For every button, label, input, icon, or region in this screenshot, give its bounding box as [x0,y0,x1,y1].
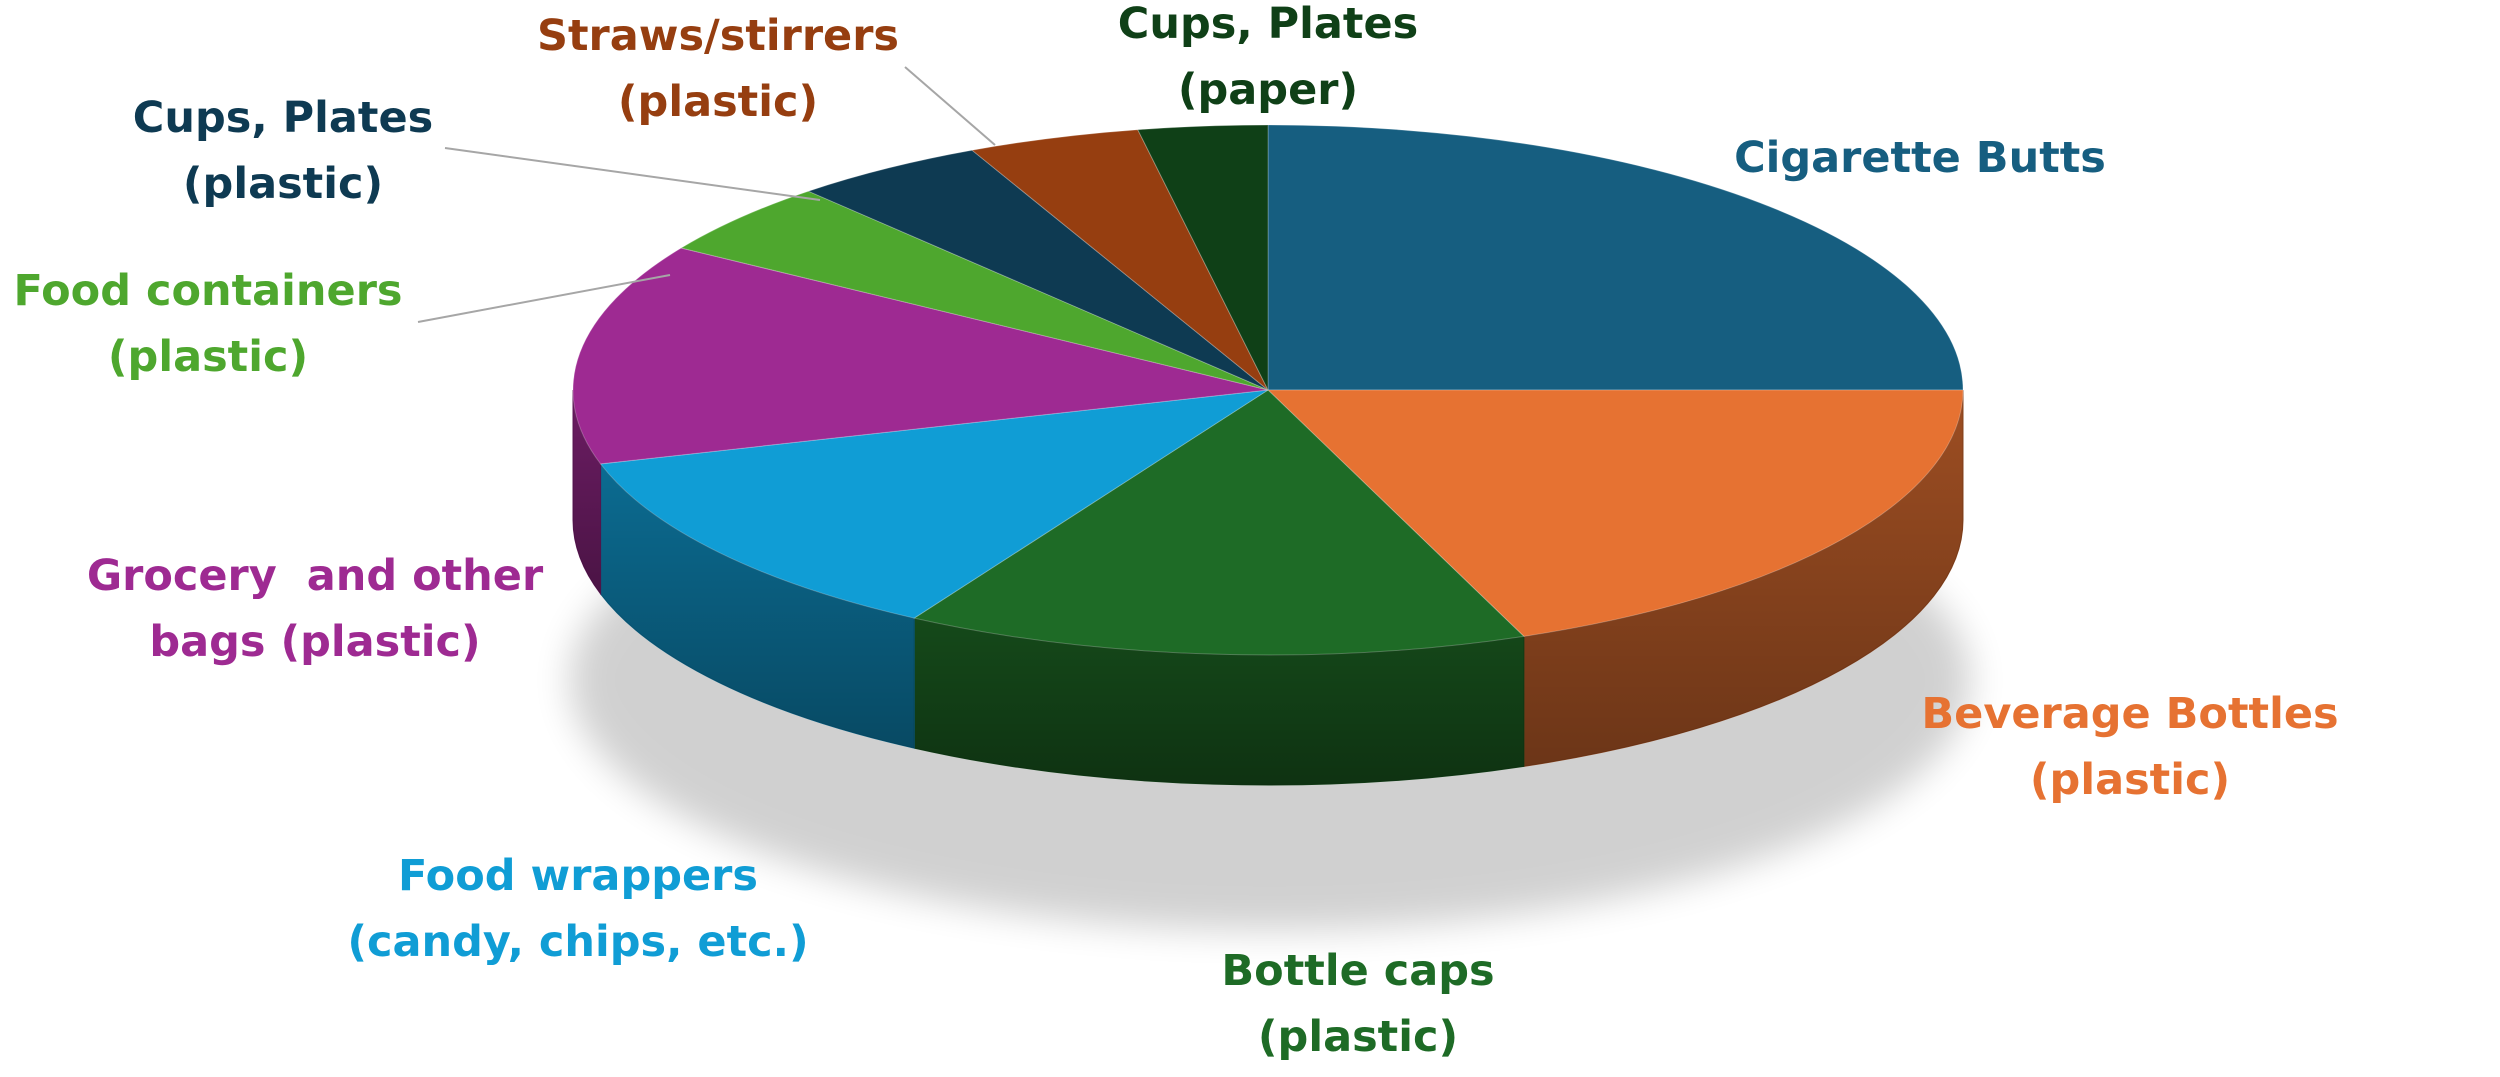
slice-label: Straws/stirrers (plastic) [537,11,899,127]
leader-lines [417,66,996,323]
pie-tops [572,124,1964,656]
pie-slice [1136,124,1269,391]
slice-label-line: (plastic) [2030,755,2230,805]
slice-label-line: (plastic) [1258,1012,1458,1062]
pie-slice-side-shade [914,618,1524,785]
slice-label-line: (paper) [1178,65,1358,115]
slice-label: Cigarette Butts [1734,133,2106,183]
pie-slice [806,149,1269,391]
leader-line [904,66,996,146]
slice-label-line: (plastic) [108,332,308,382]
slice-label-line: Cups, Plates [1118,0,1418,49]
pie-sides [572,389,1964,786]
pie-slice [679,190,1269,391]
slice-label-line: Food containers [14,266,403,316]
pie-slice-side-shade [573,390,601,594]
pie-slice [1267,124,1964,391]
slice-label: Cups, Plates (paper) [1118,0,1418,115]
pie-slice [912,389,1525,656]
slice-label-line: Straws/stirrers [537,11,899,61]
pie-slice [572,247,1269,465]
slice-label-line: Bottle caps [1221,946,1494,996]
slice-label-line: Cups, Plates [133,93,433,143]
slice-label: Bottle caps (plastic) [1221,946,1494,1062]
slice-label-line: (candy, chips, etc.) [347,917,808,967]
leader-line [417,274,671,323]
slice-labels: Cigarette Butts Beverage Bottles (plastic)… [14,0,2339,1062]
slice-label: Grocery and other bags (plastic) [87,551,544,667]
slice-label-line: (plastic) [183,159,383,209]
slice-label-line: Beverage Bottles [1921,689,2338,739]
slice-label: Food wrappers (candy, chips, etc.) [347,851,808,967]
pie-slice [599,389,1269,619]
slice-label-line: bags (plastic) [149,617,480,667]
slice-label: Food containers (plastic) [14,266,403,382]
pie-slice [970,129,1269,391]
pie-slice-side-shade [600,463,915,749]
slice-label-line: Cigarette Butts [1734,133,2106,183]
pie-slice-side-shade [1523,390,1963,767]
pie-slice [1266,389,1964,637]
slice-label: Cups, Plates (plastic) [133,93,433,209]
slice-label: Beverage Bottles (plastic) [1921,689,2338,805]
slice-label-line: (plastic) [618,77,818,127]
slice-label-line: Grocery and other [87,551,544,601]
slice-label-line: Food wrappers [398,851,758,901]
leader-line [444,147,821,201]
